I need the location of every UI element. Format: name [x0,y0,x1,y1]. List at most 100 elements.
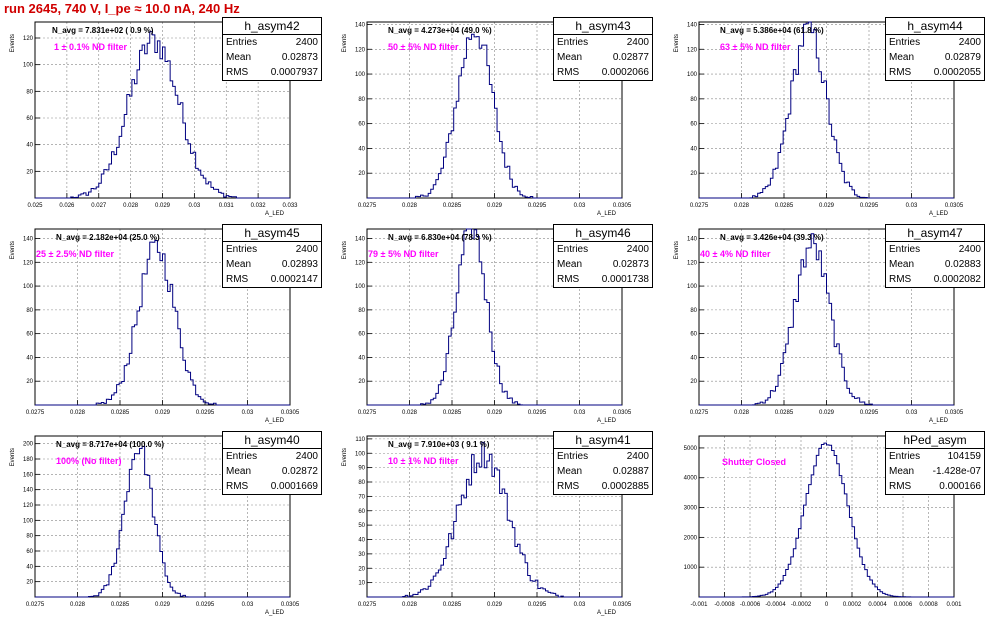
mean-value: -1.428e-07 [932,466,981,477]
y-tick-label: 20 [358,566,365,572]
y-tick-label: 160 [23,472,34,478]
x-tick-label: 0.0305 [945,203,964,209]
stats-box: h_asym44 Entries 2400 Mean 0.02879 RMS 0.00… [885,17,985,81]
y-tick-label: 40 [26,143,33,149]
y-tick-label: 120 [23,260,34,266]
filter-label: 1 ± 0.1% ND filter [54,42,127,52]
entries-label: Entries [226,37,258,48]
x-tick-label: 0.0008 [919,602,938,608]
y-tick-label: 60 [358,332,365,338]
y-tick-label: 10 [358,581,365,587]
mean-value: 0.02883 [944,259,981,270]
y-tick-label: 140 [687,237,698,243]
x-tick-label: 0.029 [155,410,171,416]
filter-label: 40 ± 4% ND filter [700,249,771,259]
entries-label: Entries [557,37,589,48]
histogram-series [35,31,290,199]
histogram-name: h_asym41 [554,432,652,449]
stats-box: h_asym47 Entries 2400 Mean 0.02883 RMS 0.00… [885,224,985,288]
y-tick-label: 80 [358,308,365,314]
x-axis-label: A_LED [265,418,285,424]
mean-value: 0.02879 [944,52,981,63]
y-tick-label: 120 [355,47,366,53]
n-avg-label: N_avg = 2.182e+04 (25.0 %) [56,233,160,242]
x-tick-label: 0.0275 [358,410,377,416]
x-tick-label: 0.0004 [868,602,887,608]
plot-frame [698,21,955,199]
y-axis-label: Events [342,34,348,52]
rms-label: RMS [889,481,912,492]
y-tick-label: 4000 [684,476,698,482]
x-tick-label: 0.0295 [860,410,879,416]
entries-value: 2400 [295,451,318,462]
y-tick-label: 20 [690,171,697,177]
y-axis-label: Events [674,241,680,259]
y-tick-label: 80 [26,89,33,95]
x-tick-label: 0.0285 [111,602,130,608]
x-tick-label: 0.001 [946,602,962,608]
histogram-series [35,240,290,406]
histogram-pad: 0.0275 0.028 0.0285 0.029 0.0295 0.03 0.0305 20… [0,431,330,636]
x-tick-label: 0.03 [242,602,254,608]
histogram-pad: 0.0275 0.028 0.0285 0.029 0.0295 0.03 0.0305 20… [664,224,994,429]
y-tick-label: 40 [690,146,697,152]
y-tick-label: 100 [687,284,698,290]
y-axis-label: Events [342,448,348,466]
mean-label: Mean [889,52,915,63]
x-tick-label: 0.0295 [528,410,547,416]
histogram-plot: 0.025 0.026 0.027 0.028 0.029 0.03 0.031 0.032 0… [10,21,298,217]
entries-value: 2400 [295,244,318,255]
filter-label: 79 ± 5% ND filter [368,249,439,259]
filter-label: 25 ± 2.5% ND filter [36,249,114,259]
y-tick-label: 20 [690,379,697,385]
y-tick-label: 40 [26,355,33,361]
y-tick-label: 80 [358,480,365,486]
plot-frame [366,21,623,199]
x-tick-label: 0.032 [251,203,267,209]
y-tick-label: 20 [26,169,33,175]
y-tick-label: 2000 [684,535,698,541]
y-axis-label: Events [10,241,16,259]
filter-label: 10 ± 1% ND filter [388,456,459,466]
histogram-name: h_asym46 [554,225,652,242]
x-axis-label: A_LED [597,418,617,424]
y-tick-label: 60 [690,122,697,128]
histogram-series [367,33,622,199]
y-tick-label: 60 [26,549,33,555]
y-tick-label: 3000 [684,506,698,512]
y-tick-label: 80 [358,97,365,103]
y-tick-label: 40 [358,146,365,152]
x-axis-label: A_LED [265,610,285,616]
y-axis-label: Events [342,241,348,259]
x-tick-label: 0.031 [219,203,235,209]
histogram-pad: 0.0275 0.028 0.0285 0.029 0.0295 0.03 0.0305 20… [664,17,994,222]
rms-value: 0.0002082 [933,274,981,285]
x-tick-label: 0.0305 [613,410,632,416]
y-tick-label: 120 [23,36,34,42]
x-tick-label: 0.028 [70,602,86,608]
x-tick-label: 0.029 [819,203,835,209]
n-avg-label: N_avg = 7.831e+02 ( 0.9 %) [52,26,154,35]
rms-label: RMS [226,274,249,285]
x-tick-label: 0.0285 [443,410,462,416]
rms-label: RMS [889,67,912,78]
y-tick-label: 40 [358,538,365,544]
entries-label: Entries [889,451,921,462]
y-tick-label: 140 [687,22,698,28]
y-tick-label: 60 [690,332,697,338]
x-axis-label: A_LED [597,610,617,616]
plot-frame [698,435,955,598]
x-tick-label: -0.0004 [765,602,786,608]
mean-value: 0.02893 [281,259,318,270]
y-tick-label: 140 [355,237,366,243]
histogram-series [699,21,954,199]
y-tick-label: 80 [690,308,697,314]
y-tick-label: 120 [355,260,366,266]
histogram-pad: 0.0275 0.028 0.0285 0.029 0.0295 0.03 0.0305 10… [332,431,662,636]
x-axis-label: A_LED [597,211,617,217]
x-tick-label: 0.0002 [843,602,862,608]
rms-value: 0.0002055 [933,67,981,78]
histogram-name: h_asym47 [886,225,984,242]
histogram-pad: 0.0275 0.028 0.0285 0.029 0.0295 0.03 0.0305 20… [332,17,662,222]
mean-label: Mean [889,259,915,270]
